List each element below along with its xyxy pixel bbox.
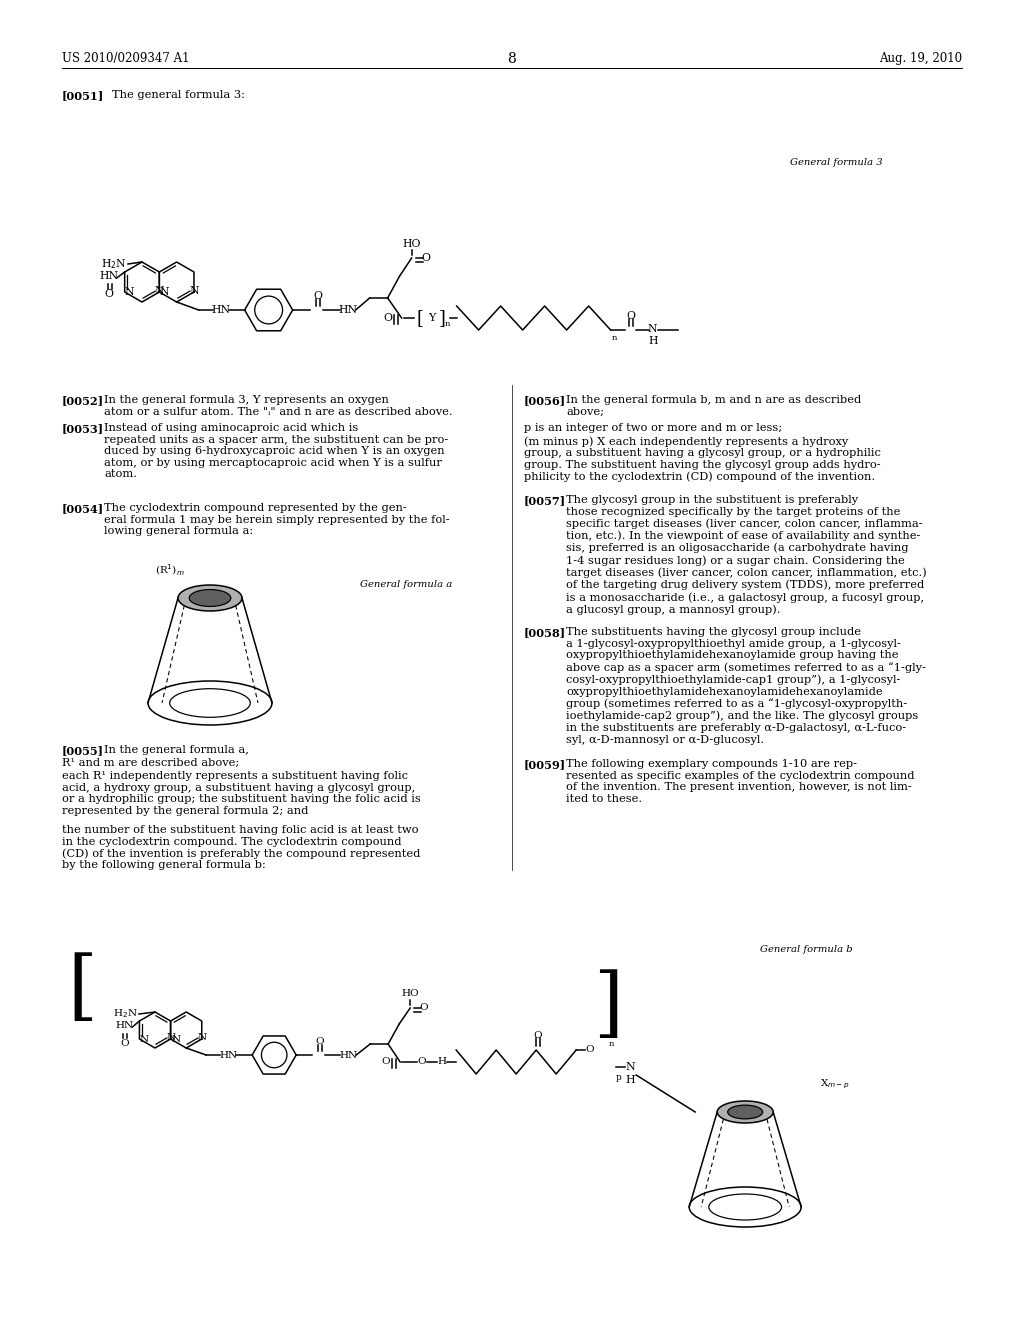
- Text: ]: ]: [593, 970, 624, 1044]
- Ellipse shape: [189, 590, 230, 606]
- Text: The general formula 3:: The general formula 3:: [112, 90, 245, 100]
- Text: HN: HN: [211, 305, 230, 315]
- Text: The cyclodextrin compound represented by the gen-
eral formula 1 may be herein s: The cyclodextrin compound represented by…: [104, 503, 450, 536]
- Text: N: N: [198, 1034, 206, 1043]
- Text: [0053]: [0053]: [62, 422, 104, 434]
- Text: O: O: [421, 253, 430, 263]
- Text: N: N: [166, 1034, 175, 1043]
- Text: p is an integer of two or more and m or less;: p is an integer of two or more and m or …: [524, 422, 782, 433]
- Text: O: O: [586, 1045, 595, 1055]
- Text: N: N: [140, 1035, 148, 1044]
- Text: each R¹ independently represents a substituent having folic
acid, a hydroxy grou: each R¹ independently represents a subst…: [62, 771, 421, 816]
- Text: H$_2$N: H$_2$N: [101, 257, 127, 271]
- Text: The substituents having the glycosyl group include
a 1-glycosyl-oxypropylthioeth: The substituents having the glycosyl gro…: [566, 627, 926, 744]
- Text: O: O: [313, 290, 323, 301]
- Text: [0054]: [0054]: [62, 503, 104, 513]
- Text: The glycosyl group in the substituent is preferably
those recognized specificall: The glycosyl group in the substituent is…: [566, 495, 927, 615]
- Text: In the general formula b, m and n are as described
above;: In the general formula b, m and n are as…: [566, 395, 861, 417]
- Text: [0059]: [0059]: [524, 759, 566, 770]
- Text: Y: Y: [428, 313, 435, 323]
- Text: HN: HN: [116, 1022, 133, 1031]
- Text: Instead of using aminocaproic acid which is
repeated units as a spacer arm, the : Instead of using aminocaproic acid which…: [104, 422, 449, 479]
- Text: n: n: [608, 1040, 613, 1048]
- Text: N: N: [171, 1035, 180, 1044]
- Text: HN: HN: [339, 1051, 357, 1060]
- Text: N: N: [155, 286, 164, 296]
- Text: In the general formula 3, Y represents an oxygen
atom or a sulfur atom. The "ᵢ" : In the general formula 3, Y represents a…: [104, 395, 453, 417]
- Text: O: O: [534, 1031, 543, 1040]
- Text: US 2010/0209347 A1: US 2010/0209347 A1: [62, 51, 189, 65]
- Text: [0055]: [0055]: [62, 744, 104, 756]
- Text: [: [: [67, 953, 97, 1027]
- Text: [0056]: [0056]: [524, 395, 566, 407]
- Text: O: O: [626, 312, 635, 321]
- Text: H$_2$N: H$_2$N: [113, 1007, 137, 1020]
- Text: N: N: [189, 286, 199, 296]
- Text: Aug. 19, 2010: Aug. 19, 2010: [879, 51, 962, 65]
- Text: General formula a: General formula a: [360, 579, 453, 589]
- Text: HO: HO: [402, 239, 421, 249]
- Text: ]: ]: [438, 309, 445, 327]
- Text: In the general formula a,: In the general formula a,: [104, 744, 249, 755]
- Text: N: N: [648, 323, 657, 334]
- Ellipse shape: [728, 1105, 763, 1119]
- Text: O: O: [420, 1003, 428, 1012]
- Text: O: O: [383, 313, 392, 323]
- Text: O: O: [382, 1057, 390, 1067]
- Text: HN: HN: [99, 271, 118, 281]
- Text: n: n: [612, 334, 617, 342]
- Text: [0051]: [0051]: [62, 90, 104, 102]
- Text: [0057]: [0057]: [524, 495, 566, 506]
- Text: R¹ and m are described above;: R¹ and m are described above;: [62, 758, 240, 768]
- Text: HN: HN: [338, 305, 357, 315]
- Text: the number of the substituent having folic acid is at least two
in the cyclodext: the number of the substituent having fol…: [62, 825, 421, 870]
- Text: [: [: [416, 309, 423, 327]
- Text: O: O: [418, 1057, 426, 1067]
- Text: H: H: [626, 1074, 635, 1085]
- Text: (R$^1$)$_m$: (R$^1$)$_m$: [156, 562, 184, 578]
- Text: [0052]: [0052]: [62, 395, 104, 407]
- Text: O: O: [120, 1039, 129, 1048]
- Text: p: p: [615, 1072, 621, 1081]
- Text: O: O: [315, 1038, 325, 1047]
- Ellipse shape: [717, 1101, 773, 1123]
- Text: N: N: [125, 286, 134, 297]
- Text: The following exemplary compounds 1-10 are rep-
resented as specific examples of: The following exemplary compounds 1-10 a…: [566, 759, 914, 804]
- Text: H: H: [648, 337, 657, 346]
- Text: O: O: [104, 289, 114, 300]
- Text: General formula b: General formula b: [760, 945, 853, 954]
- Text: N: N: [160, 286, 169, 297]
- Text: HN: HN: [219, 1051, 238, 1060]
- Ellipse shape: [178, 585, 242, 611]
- Text: (m minus p) X each independently represents a hydroxy
group, a substituent havin: (m minus p) X each independently represe…: [524, 436, 881, 482]
- Text: n: n: [445, 319, 451, 327]
- Text: [0058]: [0058]: [524, 627, 566, 638]
- Text: 8: 8: [508, 51, 516, 66]
- Text: N: N: [626, 1063, 635, 1072]
- Text: H: H: [437, 1057, 446, 1067]
- Text: HO: HO: [401, 990, 419, 998]
- Text: X$_{m-p}$: X$_{m-p}$: [820, 1077, 850, 1090]
- Text: General formula 3: General formula 3: [790, 158, 883, 168]
